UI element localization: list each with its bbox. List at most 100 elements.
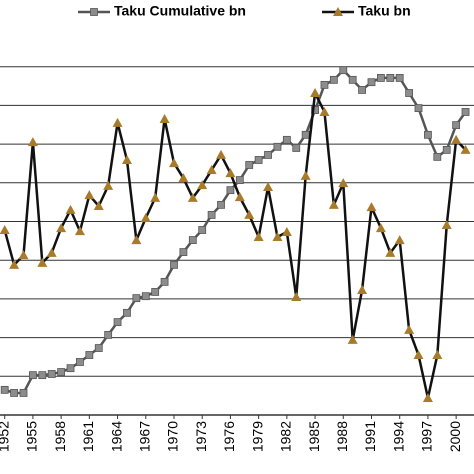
data-point — [451, 134, 462, 144]
data-point — [207, 211, 216, 219]
data-point — [179, 248, 188, 256]
data-point — [395, 74, 404, 82]
data-point — [103, 180, 114, 190]
data-point — [376, 74, 385, 82]
data-point — [358, 86, 366, 94]
data-point — [0, 225, 10, 235]
data-point — [216, 149, 227, 159]
data-point — [18, 250, 29, 260]
data-point — [198, 226, 207, 234]
x-tick-label: 2000 — [447, 421, 463, 452]
data-point — [320, 80, 329, 89]
data-point — [357, 284, 368, 294]
x-tick-label: 1952 — [0, 421, 11, 452]
data-point — [57, 368, 66, 376]
data-point — [37, 257, 48, 267]
data-point — [386, 74, 395, 82]
data-point — [405, 89, 414, 97]
data-point — [104, 330, 113, 339]
data-point — [160, 277, 169, 286]
legend-marker — [333, 7, 343, 16]
data-point — [460, 144, 471, 154]
data-point — [452, 121, 461, 130]
series-line — [3, 91, 467, 400]
data-point — [112, 117, 123, 127]
data-point — [132, 294, 141, 303]
data-point — [348, 75, 357, 84]
data-point — [140, 213, 151, 223]
data-point — [338, 178, 349, 188]
x-tick-label: 1997 — [419, 421, 435, 452]
data-point — [424, 130, 432, 139]
data-point — [385, 247, 396, 257]
x-tick-label: 1991 — [362, 421, 378, 452]
data-point — [461, 108, 470, 116]
series-line — [4, 68, 467, 395]
x-tick-label: 1979 — [249, 421, 265, 452]
data-point — [85, 351, 94, 359]
data-point — [94, 344, 103, 352]
data-point — [56, 223, 67, 233]
data-point — [217, 200, 225, 209]
data-point — [244, 209, 255, 219]
data-point — [300, 170, 311, 180]
data-point — [292, 144, 301, 152]
data-point — [394, 235, 405, 245]
data-point — [282, 135, 291, 144]
data-point — [347, 334, 358, 344]
data-point — [433, 152, 442, 161]
data-point — [19, 389, 28, 397]
x-tick-label: 1964 — [108, 421, 124, 452]
data-point — [38, 371, 47, 380]
data-point — [93, 201, 104, 211]
data-point — [76, 358, 84, 366]
data-point — [301, 130, 310, 139]
data-point — [329, 75, 338, 84]
x-tick-label: 1988 — [334, 421, 350, 452]
data-point — [131, 235, 142, 245]
data-point — [225, 168, 236, 178]
data-point — [245, 161, 254, 169]
x-tick-label: 1967 — [136, 421, 152, 452]
data-point — [273, 142, 282, 151]
data-point — [178, 173, 189, 183]
data-point — [123, 308, 131, 317]
data-point — [150, 192, 161, 202]
data-point — [413, 350, 424, 360]
data-point — [264, 151, 272, 159]
data-point — [27, 137, 38, 147]
data-point — [339, 66, 348, 75]
data-point — [66, 364, 75, 373]
legend-label: Taku Cumulative bn — [114, 3, 246, 19]
x-tick-label: 1961 — [80, 421, 96, 452]
data-point — [404, 324, 415, 334]
data-point — [141, 292, 150, 301]
data-point — [197, 180, 208, 190]
data-point — [170, 260, 178, 269]
data-point — [188, 236, 197, 244]
data-point — [226, 186, 235, 195]
data-point — [29, 371, 37, 380]
x-tick-label: 1958 — [52, 421, 68, 452]
data-point — [47, 370, 56, 378]
x-tick-label: 1982 — [278, 421, 294, 452]
data-point — [310, 88, 321, 98]
data-point — [281, 226, 292, 236]
legend-marker — [90, 8, 98, 16]
data-point — [168, 158, 179, 168]
data-point — [84, 190, 95, 200]
data-point — [254, 156, 263, 164]
x-tick-label: 1976 — [221, 421, 237, 452]
data-point — [121, 154, 132, 164]
data-point — [0, 385, 9, 394]
data-point — [65, 204, 76, 214]
data-point — [366, 202, 377, 212]
x-tick-label: 1970 — [165, 421, 181, 452]
data-point — [234, 192, 245, 202]
data-point — [432, 350, 443, 360]
data-point — [74, 226, 85, 236]
data-point — [206, 165, 217, 175]
data-point — [151, 288, 160, 296]
data-point — [263, 182, 274, 192]
data-point — [319, 106, 330, 116]
